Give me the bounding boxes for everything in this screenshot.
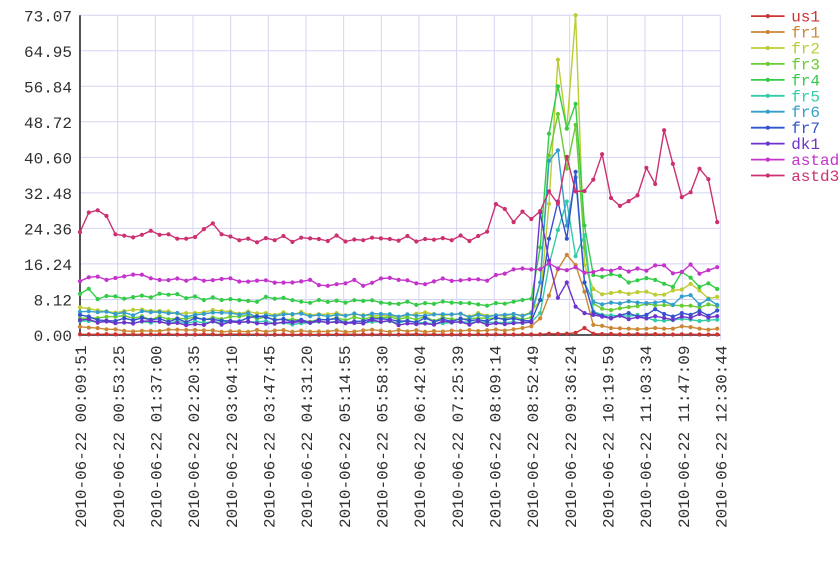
svg-text:2010-06-22 06:42:04: 2010-06-22 06:42:04	[412, 346, 430, 528]
svg-text:73.07: 73.07	[24, 8, 72, 26]
svg-text:2010-06-22 08:52:49: 2010-06-22 08:52:49	[525, 346, 543, 528]
svg-text:fr1: fr1	[791, 25, 820, 43]
svg-text:fr6: fr6	[791, 104, 820, 122]
svg-text:2010-06-22 05:14:55: 2010-06-22 05:14:55	[337, 346, 355, 528]
svg-text:us1: us1	[791, 9, 820, 27]
svg-text:2010-06-22 11:03:34: 2010-06-22 11:03:34	[638, 346, 656, 528]
svg-text:fr3: fr3	[791, 56, 820, 74]
svg-text:0.00: 0.00	[34, 328, 72, 346]
svg-text:2010-06-22 05:58:30: 2010-06-22 05:58:30	[375, 346, 393, 528]
svg-text:fr4: fr4	[791, 72, 820, 90]
svg-text:astd3: astd3	[791, 168, 839, 186]
svg-text:fr7: fr7	[791, 120, 820, 138]
svg-text:2010-06-22 03:04:10: 2010-06-22 03:04:10	[224, 346, 242, 528]
svg-text:fr2: fr2	[791, 41, 820, 59]
svg-text:2010-06-22 04:31:20: 2010-06-22 04:31:20	[299, 346, 317, 528]
svg-text:8.12: 8.12	[34, 293, 72, 311]
svg-text:2010-06-22 03:47:45: 2010-06-22 03:47:45	[262, 346, 280, 528]
svg-text:56.84: 56.84	[24, 80, 72, 98]
svg-text:48.72: 48.72	[24, 115, 72, 133]
svg-text:2010-06-22 00:09:51: 2010-06-22 00:09:51	[73, 346, 91, 528]
svg-text:2010-06-22 10:19:59: 2010-06-22 10:19:59	[601, 346, 619, 528]
svg-text:2010-06-22 07:25:39: 2010-06-22 07:25:39	[450, 346, 468, 528]
svg-text:16.24: 16.24	[24, 257, 72, 275]
svg-text:24.36: 24.36	[24, 222, 72, 240]
svg-text:2010-06-22 12:30:44: 2010-06-22 12:30:44	[714, 346, 732, 528]
svg-text:2010-06-22 02:20:35: 2010-06-22 02:20:35	[186, 346, 204, 528]
svg-text:2010-06-22 00:53:25: 2010-06-22 00:53:25	[111, 346, 129, 528]
svg-text:2010-06-22 11:47:09: 2010-06-22 11:47:09	[676, 346, 694, 528]
svg-text:2010-06-22 08:09:14: 2010-06-22 08:09:14	[488, 346, 506, 528]
svg-text:40.60: 40.60	[24, 151, 72, 169]
svg-text:2010-06-22 01:37:00: 2010-06-22 01:37:00	[149, 346, 167, 528]
svg-text:astad: astad	[791, 152, 839, 170]
svg-text:dk1: dk1	[791, 136, 820, 154]
svg-text:fr5: fr5	[791, 88, 820, 106]
svg-text:64.95: 64.95	[24, 44, 72, 62]
svg-text:32.48: 32.48	[24, 186, 72, 204]
svg-text:2010-06-22 09:36:24: 2010-06-22 09:36:24	[563, 346, 581, 528]
